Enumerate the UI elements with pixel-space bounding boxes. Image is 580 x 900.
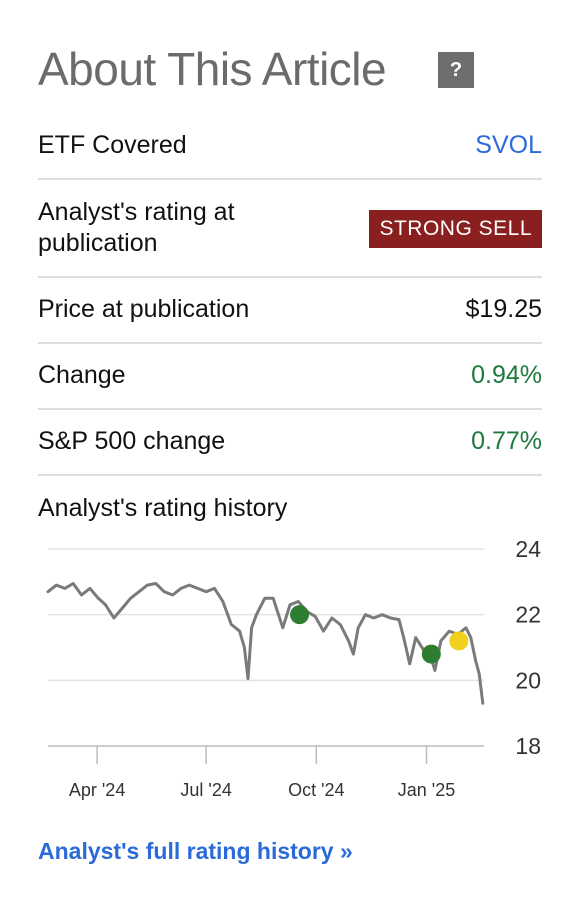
- x-tick-label: Jul '24: [180, 780, 231, 800]
- y-tick-label: 20: [515, 667, 541, 693]
- x-tick-label: Jan '25: [398, 780, 455, 800]
- sp500-label: S&P 500 change: [38, 427, 226, 455]
- rating-label: Analyst's rating at publication: [38, 198, 235, 257]
- etf-covered-row: ETF Covered SVOL: [38, 114, 542, 180]
- x-tick-label: Apr '24: [69, 780, 125, 800]
- price-row: Price at publication $19.25: [38, 278, 542, 344]
- rating-marker: [290, 605, 310, 625]
- rating-marker: [421, 644, 441, 664]
- price-value: $19.25: [465, 295, 542, 323]
- etf-ticker-link[interactable]: SVOL: [475, 131, 542, 159]
- help-icon[interactable]: ?: [438, 52, 474, 88]
- sp500-row: S&P 500 change 0.77%: [38, 410, 542, 476]
- rating-row: Analyst's rating at publication STRONG S…: [38, 180, 542, 278]
- y-tick-label: 18: [515, 733, 541, 759]
- price-line: [46, 582, 485, 705]
- change-row: Change 0.94%: [38, 344, 542, 410]
- rating-history-chart: 24 22 20 18 Apr '24 Jul '24 Oct '24 Jan '25: [46, 536, 541, 800]
- page-title: About This Article: [38, 43, 387, 95]
- y-tick-label: 24: [515, 536, 541, 562]
- full-rating-history-link[interactable]: Analyst's full rating history »: [38, 838, 353, 864]
- change-value: 0.94%: [471, 361, 542, 389]
- x-tick-label: Oct '24: [288, 780, 344, 800]
- price-label: Price at publication: [38, 295, 250, 323]
- change-label: Change: [38, 361, 126, 389]
- rating-badge: STRONG SELL: [369, 210, 542, 248]
- sp500-value: 0.77%: [471, 427, 542, 455]
- rating-history-title: Analyst's rating history: [38, 494, 288, 522]
- rating-marker: [449, 631, 469, 651]
- etf-covered-label: ETF Covered: [38, 131, 187, 159]
- title-row: About This Article ?: [38, 38, 542, 98]
- y-tick-label: 22: [515, 602, 541, 628]
